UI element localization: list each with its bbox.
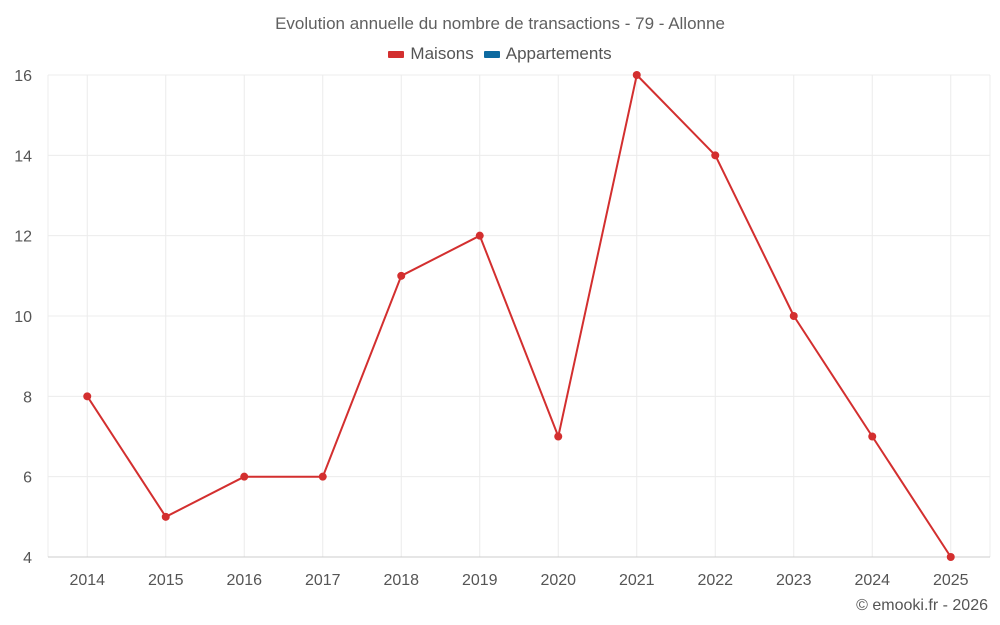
data-point bbox=[789, 312, 798, 320]
y-tick-label: 16 bbox=[14, 68, 32, 85]
y-tick-label: 14 bbox=[14, 148, 32, 165]
legend-label-maisons: Maisons bbox=[410, 44, 474, 63]
x-tick-label: 2022 bbox=[697, 572, 733, 589]
data-point bbox=[632, 71, 641, 79]
y-tick-label: 6 bbox=[23, 470, 32, 487]
data-point bbox=[711, 151, 720, 160]
legend: Maisons Appartements bbox=[0, 44, 1000, 64]
x-tick-label: 2020 bbox=[540, 572, 576, 589]
y-tick-label: 10 bbox=[14, 309, 32, 326]
data-point bbox=[83, 392, 92, 401]
x-tick-label: 2014 bbox=[69, 572, 105, 589]
data-point bbox=[397, 271, 406, 280]
x-tick-label: 2023 bbox=[776, 572, 812, 589]
data-point bbox=[318, 472, 327, 481]
chart-title: Evolution annuelle du nombre de transact… bbox=[275, 14, 725, 33]
data-point bbox=[868, 432, 877, 441]
x-tick-label: 2016 bbox=[226, 572, 262, 589]
x-tick-label: 2019 bbox=[462, 572, 498, 589]
x-tick-label: 2018 bbox=[383, 572, 419, 589]
data-point bbox=[161, 512, 170, 521]
x-tick-label: 2025 bbox=[933, 572, 969, 589]
legend-swatch-appartements bbox=[483, 50, 500, 58]
y-tick-label: 12 bbox=[14, 229, 32, 246]
x-tick-label: 2021 bbox=[619, 572, 655, 589]
data-point bbox=[554, 432, 563, 441]
credit-text: © emooki.fr - 2026 bbox=[856, 597, 988, 614]
legend-item-appartements[interactable]: Appartements bbox=[483, 44, 612, 64]
y-tick-label: 8 bbox=[23, 389, 32, 406]
x-tick-label: 2024 bbox=[854, 572, 890, 589]
series-line-maisons bbox=[86, 74, 952, 558]
y-tick-label: 4 bbox=[23, 550, 32, 567]
x-tick-label: 2015 bbox=[148, 572, 184, 589]
legend-swatch-maisons bbox=[388, 50, 405, 58]
data-point bbox=[475, 231, 484, 240]
x-tick-label: 2017 bbox=[305, 572, 341, 589]
legend-item-maisons[interactable]: Maisons bbox=[388, 44, 474, 64]
data-point bbox=[240, 472, 249, 481]
legend-label-appartements: Appartements bbox=[505, 44, 612, 63]
data-point bbox=[946, 553, 955, 561]
